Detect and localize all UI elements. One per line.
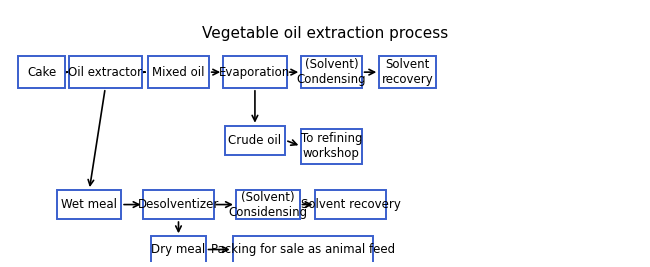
FancyBboxPatch shape (144, 190, 213, 219)
Text: Vegetable oil extraction process: Vegetable oil extraction process (202, 26, 448, 41)
Text: Evaporation: Evaporation (219, 66, 291, 79)
FancyBboxPatch shape (151, 236, 205, 263)
FancyBboxPatch shape (379, 56, 437, 88)
Text: Mixed oil: Mixed oil (152, 66, 205, 79)
Text: Packing for sale as animal feed: Packing for sale as animal feed (211, 243, 395, 256)
Text: Cake: Cake (27, 66, 56, 79)
Text: Desolventizer: Desolventizer (138, 198, 219, 211)
Text: Wet meal: Wet meal (61, 198, 117, 211)
FancyBboxPatch shape (236, 190, 300, 219)
Text: Solvent
recovery: Solvent recovery (382, 58, 434, 86)
Text: (Solvent)
Considensing: (Solvent) Considensing (228, 191, 307, 219)
Text: Dry meal: Dry meal (151, 243, 205, 256)
FancyBboxPatch shape (225, 125, 285, 155)
Text: Crude oil: Crude oil (228, 134, 281, 147)
FancyBboxPatch shape (301, 56, 361, 88)
FancyBboxPatch shape (148, 56, 209, 88)
Text: Solvent recovery: Solvent recovery (300, 198, 400, 211)
Text: To refining
workshop: To refining workshop (300, 132, 362, 160)
FancyBboxPatch shape (223, 56, 287, 88)
Text: Oil extractor: Oil extractor (68, 66, 142, 79)
FancyBboxPatch shape (18, 56, 66, 88)
FancyBboxPatch shape (315, 190, 385, 219)
FancyBboxPatch shape (57, 190, 121, 219)
Text: (Solvent)
Condensing: (Solvent) Condensing (296, 58, 366, 86)
FancyBboxPatch shape (301, 129, 361, 164)
FancyBboxPatch shape (69, 56, 142, 88)
FancyBboxPatch shape (233, 236, 373, 263)
